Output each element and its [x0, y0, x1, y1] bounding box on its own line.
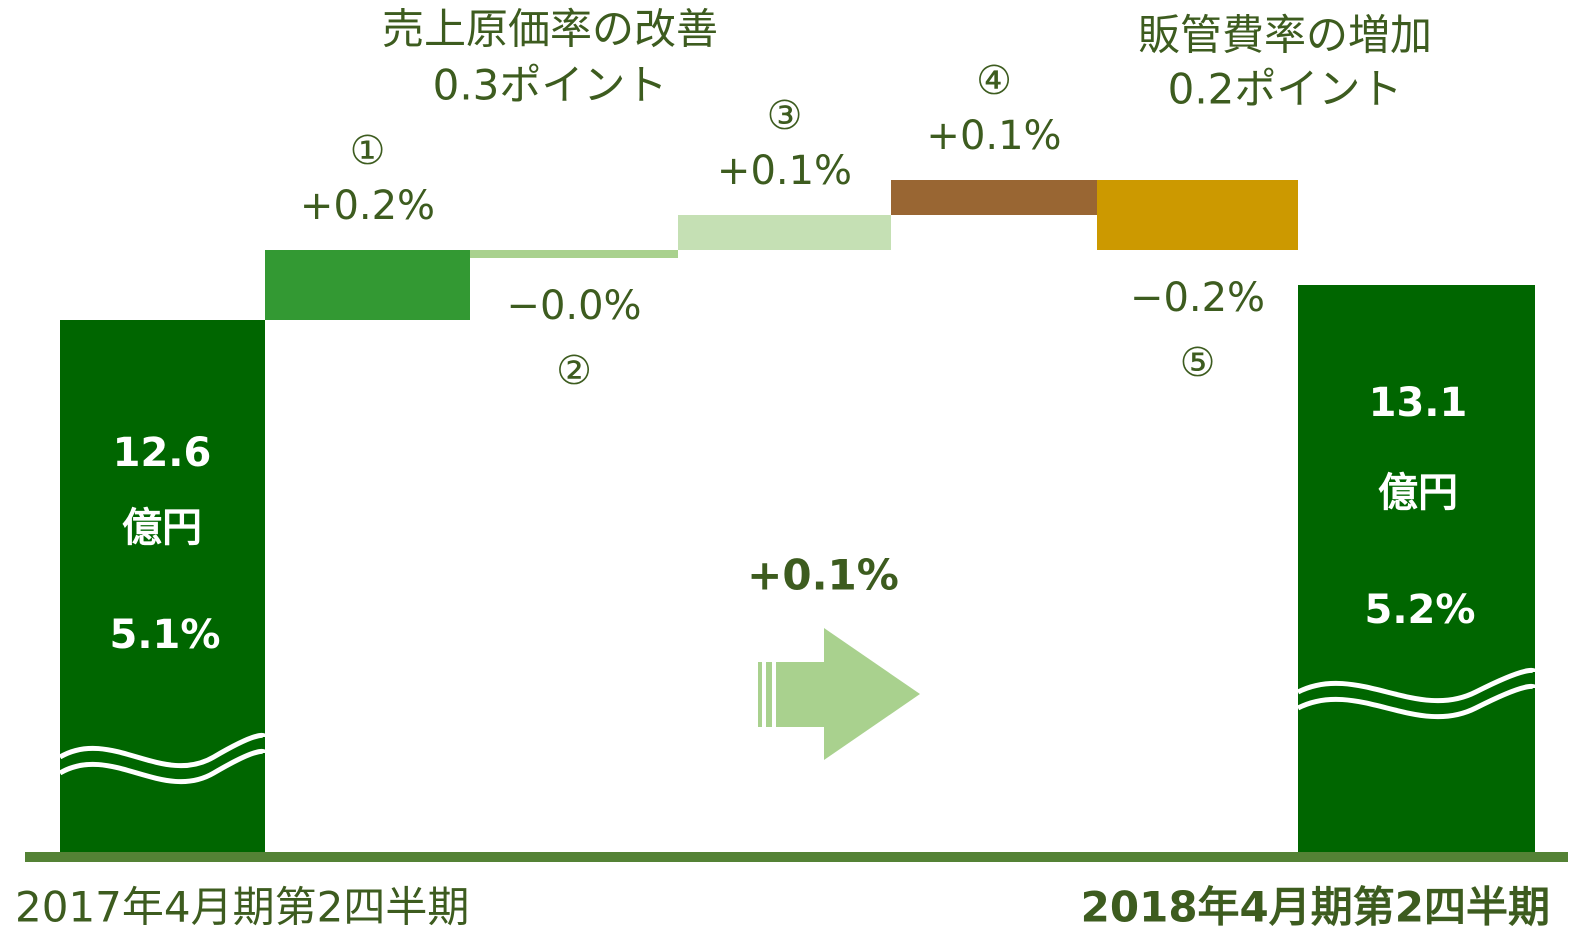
step-bar	[470, 250, 678, 258]
value-label: −0.2%	[1130, 275, 1265, 321]
end-unit: 億円	[1378, 470, 1458, 516]
step-bar	[678, 215, 891, 250]
annotation-sub: 0.2ポイント	[1168, 65, 1403, 114]
start-bar	[60, 320, 265, 852]
start-label: 2017年4月期第2四半期	[15, 883, 469, 932]
break-line	[1296, 683, 1538, 720]
value-label: +0.2%	[300, 183, 435, 229]
end-label: 2018年4月期第2四半期	[1081, 883, 1550, 932]
break-line	[58, 732, 268, 769]
end-bar	[1298, 285, 1535, 852]
end-amount: 13.1	[1369, 380, 1468, 426]
end-value: 5.2%	[1365, 587, 1476, 633]
step-bar	[891, 180, 1097, 215]
value-label: +0.1%	[926, 113, 1061, 159]
step-label: ③	[767, 93, 803, 139]
arrow	[758, 628, 920, 760]
value-label: +0.1%	[717, 148, 852, 194]
start-unit: 億円	[122, 505, 202, 551]
step-label: ④	[976, 58, 1012, 104]
step-label: ②	[556, 348, 592, 394]
start-amount: 12.6	[113, 430, 212, 476]
step-label: ①	[350, 128, 386, 174]
value-label: −0.0%	[506, 283, 641, 329]
annotation: 販管費率の増加	[1138, 11, 1432, 60]
baseline	[25, 852, 1568, 862]
step-bar	[265, 250, 470, 320]
break-line	[58, 748, 268, 785]
annotation-sub: 0.3ポイント	[433, 61, 668, 110]
break-line	[1296, 667, 1538, 704]
start-value: 5.1%	[110, 612, 221, 658]
annotation: 売上原価率の改善	[382, 5, 718, 54]
step-label: ⑤	[1180, 340, 1216, 386]
total-change: +0.1%	[747, 551, 899, 600]
step-bar	[1097, 180, 1298, 250]
